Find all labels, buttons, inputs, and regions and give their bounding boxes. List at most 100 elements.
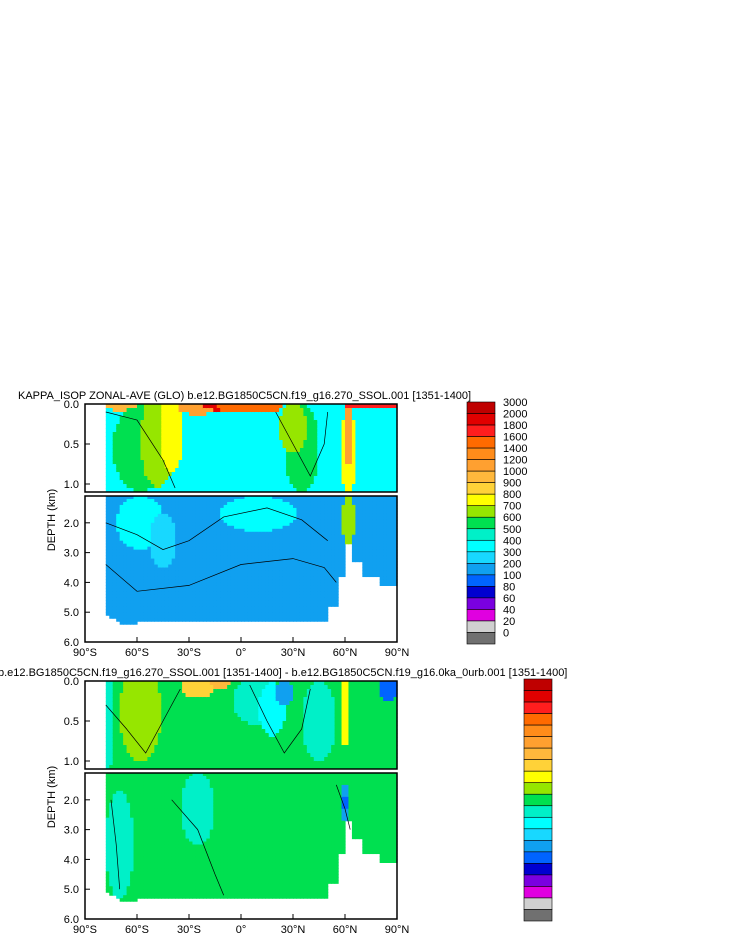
field-cell: [154, 531, 159, 536]
field-cell: [293, 606, 298, 610]
field-cell: [258, 564, 263, 569]
field-cell: [365, 504, 370, 509]
field-cell: [303, 591, 308, 595]
field-cell: [241, 591, 246, 595]
field-cell: [251, 507, 256, 512]
field-cell: [358, 516, 363, 521]
field-cell: [251, 564, 256, 569]
field-cell: [293, 408, 298, 413]
field-cell: [168, 600, 173, 604]
field-cell: [345, 456, 350, 461]
field-cell: [376, 436, 381, 441]
field-cell: [320, 561, 325, 566]
field-cell: [150, 468, 155, 473]
field-cell: [171, 612, 176, 616]
field-cell: [376, 420, 381, 425]
field-cell: [348, 534, 353, 539]
field-cell: [369, 472, 374, 477]
field-cell: [275, 501, 280, 506]
field-cell: [265, 460, 270, 465]
field-cell: [379, 404, 384, 409]
field-cell: [272, 531, 277, 536]
field-cell: [230, 600, 235, 604]
field-cell: [195, 546, 200, 551]
field-cell: [317, 597, 322, 601]
field-cell: [293, 424, 298, 429]
field-cell: [237, 452, 242, 457]
field-cell: [303, 561, 308, 566]
field-cell: [140, 480, 145, 485]
field-cell: [220, 540, 225, 545]
field-cell: [105, 480, 110, 485]
field-cell: [119, 519, 124, 524]
field-cell: [126, 603, 131, 607]
field-cell: [147, 404, 152, 409]
field-cell: [223, 603, 228, 607]
field-cell: [362, 416, 367, 421]
field-cell: [369, 452, 374, 457]
field-cell: [289, 537, 294, 542]
field-cell: [369, 464, 374, 469]
field-cell: [164, 555, 169, 560]
field-cell: [168, 501, 173, 506]
field-cell: [296, 440, 301, 445]
field-cell: [369, 404, 374, 409]
field-cell: [376, 452, 381, 457]
field-cell: [195, 549, 200, 554]
field-cell: [143, 528, 148, 533]
field-cell: [119, 507, 124, 512]
field-cell: [369, 516, 374, 521]
field-cell: [365, 444, 370, 449]
field-cell: [244, 416, 249, 421]
field-cell: [109, 549, 114, 554]
field-cell: [126, 561, 131, 566]
field-cell: [161, 606, 166, 610]
field-cell: [275, 507, 280, 512]
field-cell: [147, 436, 152, 441]
field-cell: [192, 558, 197, 563]
field-cell: [175, 432, 180, 437]
field-cell: [185, 501, 190, 506]
field-cell: [324, 564, 329, 569]
field-cell: [202, 522, 207, 527]
field-cell: [303, 416, 308, 421]
field-cell: [303, 480, 308, 485]
field-cell: [171, 534, 176, 539]
field-cell: [306, 546, 311, 551]
field-cell: [351, 420, 356, 425]
field-cell: [261, 531, 266, 536]
field-cell: [327, 540, 332, 545]
field-cell: [258, 420, 263, 425]
field-cell: [296, 504, 301, 509]
field-cell: [116, 579, 121, 584]
field-cell: [289, 484, 294, 489]
field-cell: [220, 561, 225, 566]
field-cell: [261, 582, 266, 586]
field-cell: [109, 504, 114, 509]
field-cell: [112, 555, 117, 560]
field-cell: [199, 522, 204, 527]
field-cell: [223, 428, 228, 433]
field-cell: [143, 552, 148, 557]
field-cell: [192, 504, 197, 509]
field-cell: [272, 561, 277, 566]
field-cell: [123, 507, 128, 512]
field-cell: [105, 436, 110, 441]
field-cell: [348, 537, 353, 542]
field-cell: [116, 516, 121, 521]
field-cell: [116, 528, 121, 533]
field-cell: [289, 412, 294, 417]
field-cell: [234, 585, 239, 589]
field-cell: [123, 440, 128, 445]
field-cell: [126, 564, 131, 569]
field-cell: [372, 564, 377, 569]
field-cell: [355, 510, 360, 515]
field-cell: [324, 543, 329, 548]
field-cell: [355, 420, 360, 425]
field-cell: [157, 552, 162, 557]
field-cell: [386, 444, 391, 449]
field-cell: [234, 528, 239, 533]
field-cell: [261, 504, 266, 509]
field-cell: [189, 516, 194, 521]
field-cell: [362, 573, 367, 578]
